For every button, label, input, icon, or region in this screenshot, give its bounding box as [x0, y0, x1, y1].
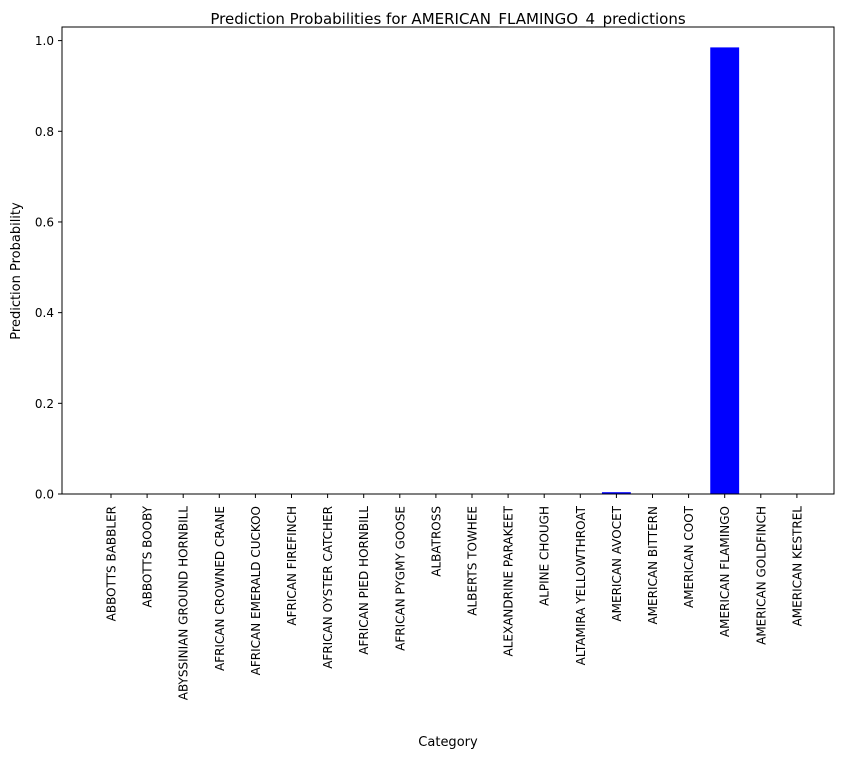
chart-title: Prediction Probabilities for AMERICAN_FL…: [210, 10, 685, 29]
x-tick-label: ABBOTTS BABBLER: [105, 506, 119, 621]
x-tick-label: AMERICAN FLAMINGO: [718, 506, 732, 637]
y-tick-label: 1.0: [35, 34, 54, 48]
x-tick-label: AFRICAN OYSTER CATCHER: [321, 506, 335, 669]
y-tick-label: 0.6: [35, 215, 54, 229]
x-tick-label: AMERICAN BITTERN: [646, 506, 660, 625]
y-tick-label: 0.0: [35, 488, 54, 502]
x-tick-label: AFRICAN PIED HORNBILL: [357, 506, 371, 655]
x-axis-label: Category: [418, 735, 478, 750]
x-tick-label: ALPINE CHOUGH: [538, 506, 552, 606]
y-axis-ticks: 0.0 0.2 0.4 0.6 0.8 1.0: [35, 34, 62, 502]
x-tick-label: ALTAMIRA YELLOWTHROAT: [574, 505, 588, 665]
x-axis-ticks: ABBOTTS BABBLER ABBOTTS BOOBY ABYSSINIAN G…: [105, 494, 804, 701]
x-tick-label: AFRICAN PYGMY GOOSE: [393, 506, 407, 651]
x-tick-label: ALBATROSS: [429, 506, 443, 577]
x-tick-label: AFRICAN FIREFINCH: [285, 506, 299, 626]
y-tick-label: 0.4: [35, 306, 54, 320]
y-tick-label: 0.2: [35, 397, 54, 411]
x-tick-label: AFRICAN CROWNED CRANE: [213, 506, 227, 671]
x-tick-label: AMERICAN KESTREL: [790, 506, 804, 627]
x-tick-label: ABBOTTS BOOBY: [141, 505, 155, 607]
bar: [601, 492, 631, 494]
plot-frame: [61, 26, 835, 495]
y-tick-label: 0.8: [35, 125, 54, 139]
x-tick-label: AFRICAN EMERALD CUCKOO: [249, 506, 263, 675]
bars-group: [96, 47, 776, 495]
x-tick-label: AMERICAN GOLDFINCH: [754, 506, 768, 645]
x-tick-label: ABYSSINIAN GROUND HORNBILL: [177, 506, 191, 701]
x-tick-label: AMERICAN AVOCET: [610, 505, 624, 621]
bar: [710, 47, 740, 495]
y-axis-label: Prediction Probability: [9, 202, 24, 340]
x-tick-label: ALBERTS TOWHEE: [466, 506, 480, 616]
x-tick-label: ALEXANDRINE PARAKEET: [502, 505, 516, 656]
x-tick-label: AMERICAN COOT: [682, 505, 696, 608]
